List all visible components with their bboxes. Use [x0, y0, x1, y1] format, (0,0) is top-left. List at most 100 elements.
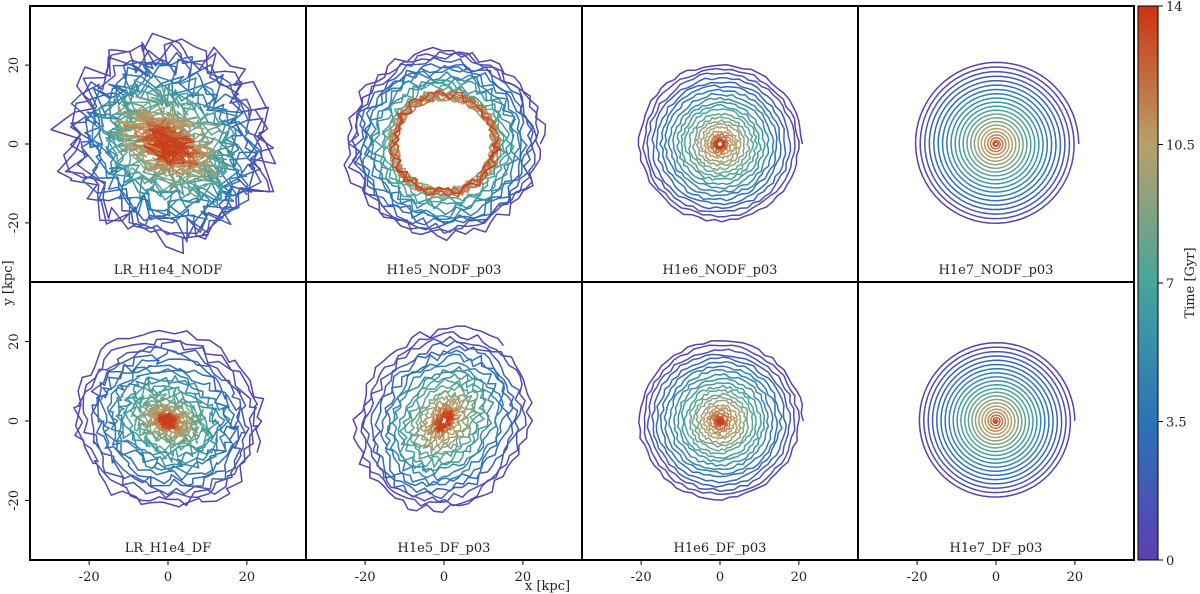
- trajectory-segment: [709, 134, 733, 158]
- trajectory-segment: [980, 139, 1010, 159]
- trajectory-segment: [978, 410, 1012, 439]
- trajectory-segment: [100, 66, 239, 193]
- panel-label: H1e5_NODF_p03: [387, 263, 502, 278]
- trajectory-segment: [946, 93, 1027, 191]
- trajectory-segment: [990, 414, 998, 427]
- trajectory-segment: [659, 126, 778, 202]
- trajectory-segment: [919, 97, 1075, 224]
- trajectory-segment: [992, 417, 999, 424]
- trajectory-segment: [69, 51, 220, 243]
- trajectory-segment: [90, 345, 213, 496]
- trajectory-segment: [928, 79, 1035, 211]
- trajectory-segment: [695, 397, 733, 445]
- trajectory-H1e6_NODF_p03: [637, 64, 804, 223]
- trajectory-segment: [954, 109, 1029, 185]
- trajectory-segment: [667, 81, 787, 196]
- trajectory-segment: [347, 52, 473, 234]
- colorbar-tick-label: 0: [1166, 554, 1174, 569]
- panel-H1e5_NODF_p03: H1e5_NODF_p03: [305, 5, 583, 283]
- colorbar-tick-label: 10.5: [1166, 139, 1195, 154]
- trajectory-segment: [702, 394, 750, 452]
- trajectory-segment: [436, 410, 455, 433]
- trajectory-segment: [967, 391, 1021, 444]
- trajectory-segment: [970, 117, 1005, 170]
- trajectory-segment: [138, 394, 207, 454]
- trajectory-segment: [961, 383, 1034, 444]
- trajectory-segment: [74, 338, 235, 507]
- trajectory-segment: [646, 348, 743, 492]
- trajectory-segment: [704, 373, 770, 471]
- trajectory-segment: [989, 398, 1020, 446]
- colorbar-gradient: [1137, 5, 1159, 561]
- trajectory-segment: [663, 88, 776, 176]
- trajectory-segment: [688, 112, 746, 168]
- trajectory-segment: [644, 375, 801, 501]
- x-tick-label: 20: [1067, 570, 1084, 585]
- trajectory-segment: [971, 101, 1040, 187]
- trajectory-segment: [984, 408, 1009, 428]
- trajectory-segment: [986, 134, 1002, 153]
- trajectory-segment: [986, 135, 1007, 156]
- trajectory-segment: [389, 129, 501, 196]
- trajectory-H1e5_NODF_p03: [343, 46, 547, 242]
- trajectory-segment: [655, 106, 778, 206]
- trajectory-segment: [978, 118, 1024, 173]
- trajectory-segment: [964, 125, 1028, 177]
- trajectory-segment: [971, 395, 1004, 446]
- panel-H1e5_DF_p03: H1e5_DF_p03: [305, 281, 583, 561]
- trajectory-segment: [70, 41, 264, 209]
- trajectory-segment: [981, 416, 1010, 435]
- trajectory-segment: [676, 387, 754, 463]
- trajectory-segment: [960, 105, 1036, 168]
- trajectory-segment: [403, 378, 474, 460]
- trajectory-segment: [981, 402, 1016, 438]
- x-tick-label: -20: [631, 570, 652, 585]
- trajectory-segment: [962, 109, 1032, 155]
- trajectory-segment: [993, 414, 1004, 430]
- trajectory-segment: [426, 401, 451, 440]
- trajectory-segment: [673, 373, 734, 467]
- trajectory-segment: [427, 91, 502, 197]
- trajectory-segment: [705, 406, 734, 429]
- y-tick-label: -20: [7, 212, 22, 233]
- trajectory-segment: [936, 385, 1052, 481]
- trajectory-segment: [704, 96, 770, 194]
- trajectory-segment: [643, 344, 785, 483]
- y-tick-label: 0: [7, 417, 22, 425]
- trajectory-segment: [397, 106, 501, 196]
- trajectory-segment: [418, 389, 476, 438]
- trajectory-segment: [407, 331, 534, 514]
- axes-group: -20 0 20 -20 0 20 -20 0 20 -20 0 20 -20 0 20 -20 0 20: [7, 57, 1083, 585]
- trajectory-segment: [114, 104, 221, 192]
- trajectory-segment: [981, 376, 1042, 468]
- trajectory-segment: [651, 357, 759, 488]
- trajectory-segment: [379, 340, 523, 467]
- trajectory-segment: [981, 405, 1013, 427]
- trajectory-segment: [702, 403, 739, 427]
- panel-label: H1e7_DF_p03: [950, 541, 1043, 556]
- trajectory-segment: [702, 117, 751, 175]
- trajectory-segment: [99, 62, 249, 220]
- trajectory-segment: [927, 350, 1018, 489]
- trajectory-segment: [974, 400, 1008, 442]
- colorbar-tick-label: 3.5: [1166, 416, 1187, 431]
- trajectory-segment: [950, 97, 1010, 189]
- trajectory-segment: [405, 383, 486, 468]
- y-axis-label: y [kpc]: [1, 260, 16, 306]
- trajectory-segment: [708, 409, 727, 431]
- trajectory-segment: [956, 388, 1027, 460]
- trajectory-segment: [989, 137, 998, 150]
- trajectory-segment: [980, 127, 1014, 150]
- trajectory-segment: [699, 131, 738, 164]
- trajectory-segment: [914, 61, 1080, 169]
- trajectory-segment: [347, 51, 523, 217]
- trajectory-segment: [143, 128, 192, 164]
- panel-H1e6_NODF_p03: H1e6_NODF_p03: [581, 5, 859, 283]
- trajectory-segment: [977, 132, 1013, 162]
- y-tick-label: -20: [7, 490, 22, 511]
- trajectory-segment: [695, 121, 733, 167]
- trajectory-segment: [138, 405, 200, 446]
- trajectory-segment: [117, 368, 231, 475]
- trajectory-segment: [944, 367, 1047, 452]
